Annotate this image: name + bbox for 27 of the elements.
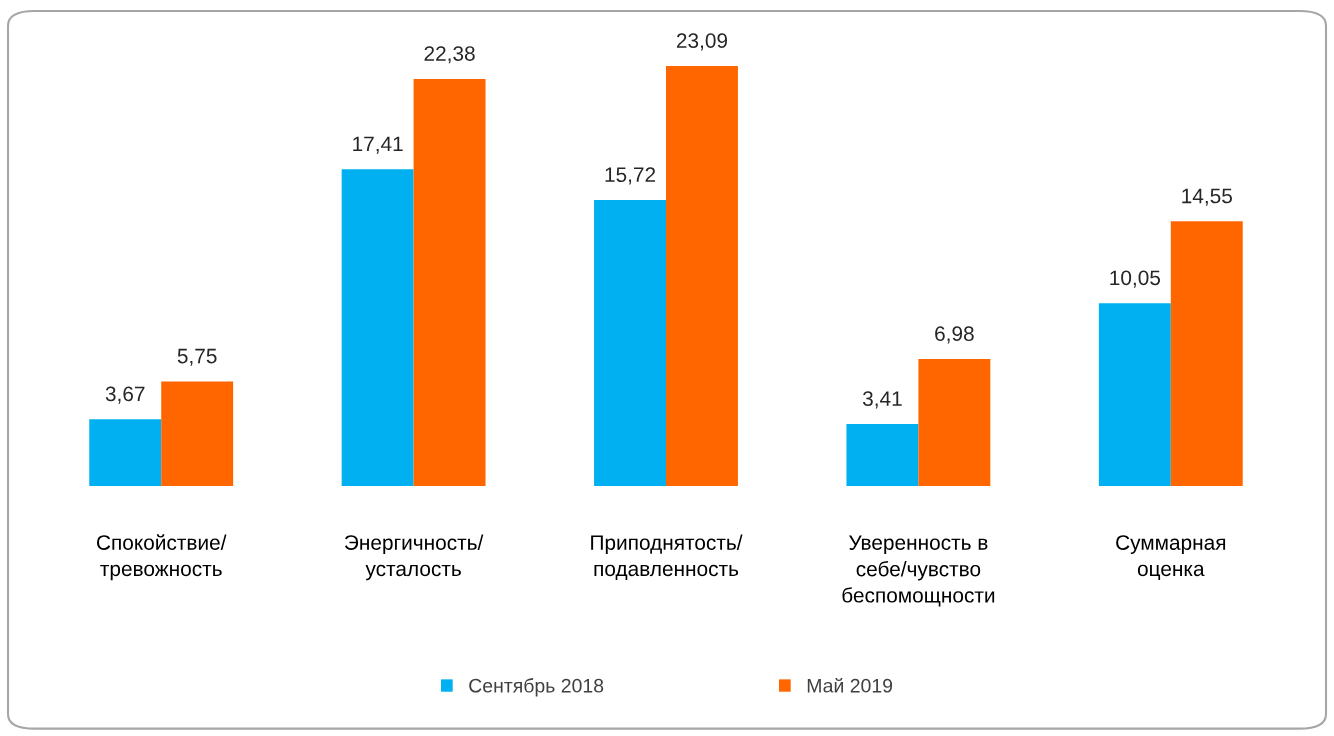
bar xyxy=(666,66,738,486)
data-label: 15,72 xyxy=(605,167,656,185)
bar xyxy=(1170,221,1243,486)
data-label: 14,55 xyxy=(1182,188,1232,206)
data-label: 10,05 xyxy=(1110,270,1161,288)
data-label: 5,75 xyxy=(177,348,217,366)
data-label: 6,98 xyxy=(935,326,974,344)
legend-label: Сентябрь 2018 xyxy=(469,678,604,697)
x-tick-label: Энергичность/ усталость xyxy=(344,534,484,581)
x-tick-label: Уверенность в себе/чувство беспомощности xyxy=(842,535,995,607)
data-label: 3,41 xyxy=(862,391,902,409)
data-label: 23,09 xyxy=(676,33,728,51)
bar xyxy=(1098,303,1171,486)
x-tick-label: Спокойствие/ тревожность xyxy=(97,534,227,581)
bar xyxy=(918,359,991,486)
bar xyxy=(413,78,486,486)
bar xyxy=(161,381,234,486)
data-label: 3,67 xyxy=(105,386,145,404)
bar xyxy=(341,169,414,486)
bar xyxy=(89,419,162,486)
bar xyxy=(846,423,919,486)
data-label: 22,38 xyxy=(424,46,475,64)
x-tick-label: Приподнятость/ подавленность xyxy=(591,534,743,581)
data-label: 17,41 xyxy=(353,136,403,154)
legend-label: Май 2019 xyxy=(807,677,893,693)
x-tick-label: Суммарная оценка xyxy=(1116,535,1226,581)
bar xyxy=(594,200,666,486)
